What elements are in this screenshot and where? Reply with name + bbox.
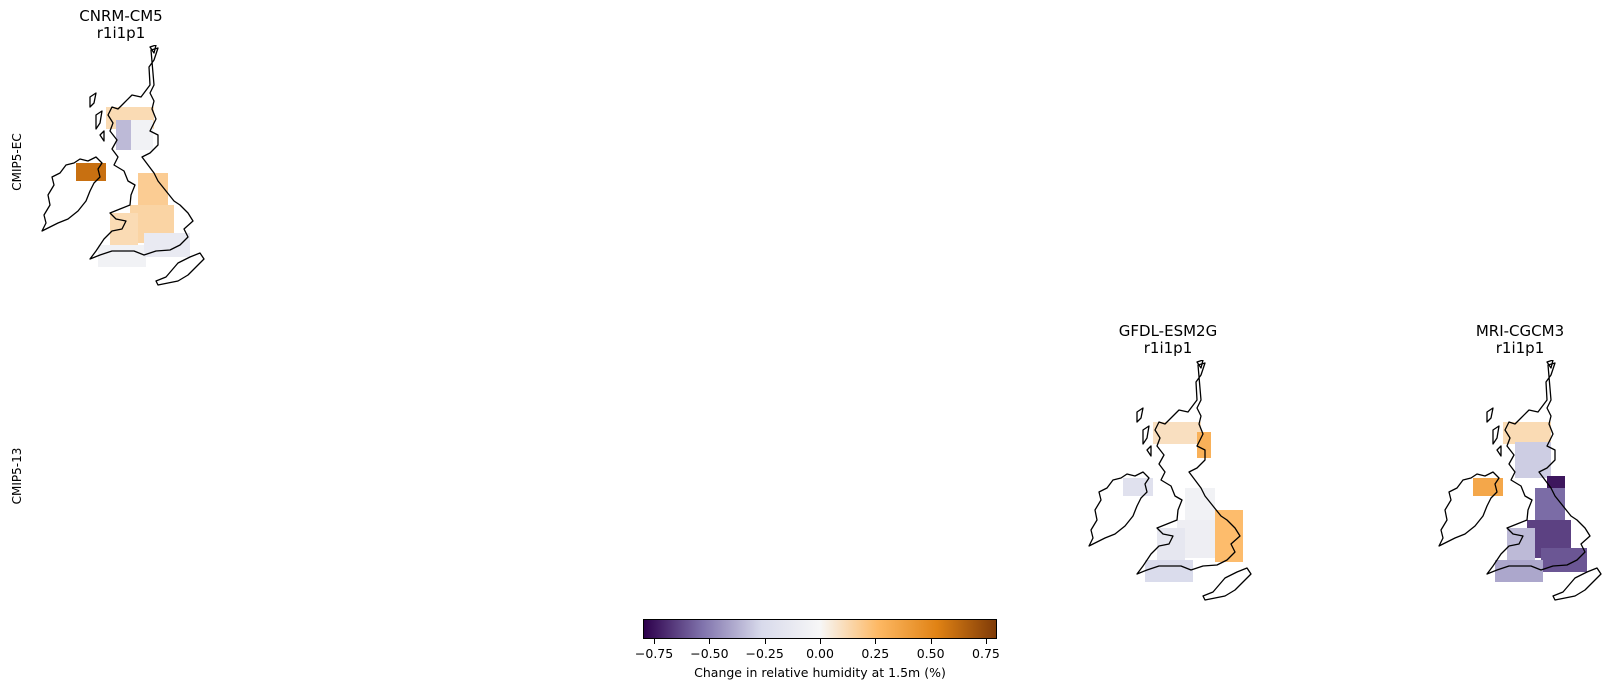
colorbar-tick-label: 0.00: [806, 646, 834, 661]
coastline: [1546, 360, 1554, 369]
heat-cell: [1153, 422, 1201, 444]
panel-model: GFDL-ESM2G: [1118, 322, 1218, 340]
panel-model: MRI-CGCM3: [1475, 322, 1565, 340]
coastline: [1142, 425, 1150, 445]
colorbar-tick: [875, 639, 877, 644]
heat-cell: [131, 120, 153, 150]
panel-title-mri: MRI-CGCM3 r1i1p1: [1420, 323, 1610, 357]
map-gfdl: [1088, 360, 1252, 601]
coastline: [95, 110, 103, 130]
coastline: [1202, 567, 1252, 601]
panel-model: CNRM-CM5: [79, 7, 163, 25]
coastline: [1496, 445, 1502, 457]
coastline: [1486, 362, 1591, 575]
heat-cell: [1473, 478, 1503, 496]
panel-run: r1i1p1: [1495, 339, 1545, 357]
heat-cell: [1515, 442, 1551, 478]
row-label-1: CMIP5-13: [10, 447, 24, 505]
map-cnrm: [41, 45, 205, 286]
coastline: [89, 47, 194, 260]
colorbar-tick-label: 0.50: [916, 646, 945, 661]
colorbar-tick-label: 0.25: [861, 646, 890, 661]
coastline: [149, 45, 157, 54]
coastline: [1136, 407, 1144, 423]
colorbar: −0.75 −0.50 −0.25 0.00 0.25 0.50 0.75 Change i…: [635, 619, 1000, 680]
coastline: [99, 130, 105, 142]
coastline: [1196, 360, 1204, 369]
colorbar-label: Change in relative humidity at 1.5m (%): [694, 665, 946, 680]
heat-cell: [76, 163, 106, 181]
panel-run: r1i1p1: [1143, 339, 1193, 357]
coastline: [41, 156, 103, 232]
colorbar-tick: [820, 639, 821, 644]
heat-cell: [1495, 560, 1543, 582]
coastline: [1486, 407, 1494, 423]
heat-cell: [1145, 560, 1193, 582]
colorbar-tick: [709, 639, 711, 644]
coastline: [1136, 362, 1241, 575]
coastline: [1438, 471, 1500, 547]
map-mri: [1438, 360, 1602, 601]
colorbar-tick-label: −0.50: [690, 646, 729, 661]
colorbar-tick: [654, 639, 656, 644]
heat-cell: [144, 233, 190, 257]
coastline: [155, 252, 205, 286]
coastline: [1146, 445, 1152, 457]
coastline: [89, 92, 97, 108]
panel-run: r1i1p1: [96, 24, 146, 42]
colorbar-tick: [764, 639, 766, 644]
heat-cell: [98, 245, 146, 267]
heat-cell: [116, 120, 131, 150]
coastline: [1552, 567, 1602, 601]
heat-cell: [1123, 478, 1153, 496]
row-label-0: CMIP5-EC: [10, 133, 24, 191]
panel-title-cnrm: CNRM-CM5 r1i1p1: [21, 8, 221, 42]
heat-cell: [1541, 548, 1587, 572]
colorbar-tick: [930, 639, 932, 644]
heat-cell: [1503, 422, 1551, 444]
colorbar-tick-label: −0.25: [745, 646, 784, 661]
colorbar-tick: [985, 639, 987, 644]
heat-cell: [1197, 432, 1211, 458]
heat-cell: [1215, 510, 1243, 562]
panel-title-gfdl: GFDL-ESM2G r1i1p1: [1068, 323, 1268, 357]
colorbar-gradient: [643, 619, 997, 639]
colorbar-tick-label: 0.75: [972, 646, 1000, 661]
coastline: [1492, 425, 1500, 445]
colorbar-tick-label: −0.75: [634, 646, 674, 661]
coastline: [1088, 471, 1150, 547]
